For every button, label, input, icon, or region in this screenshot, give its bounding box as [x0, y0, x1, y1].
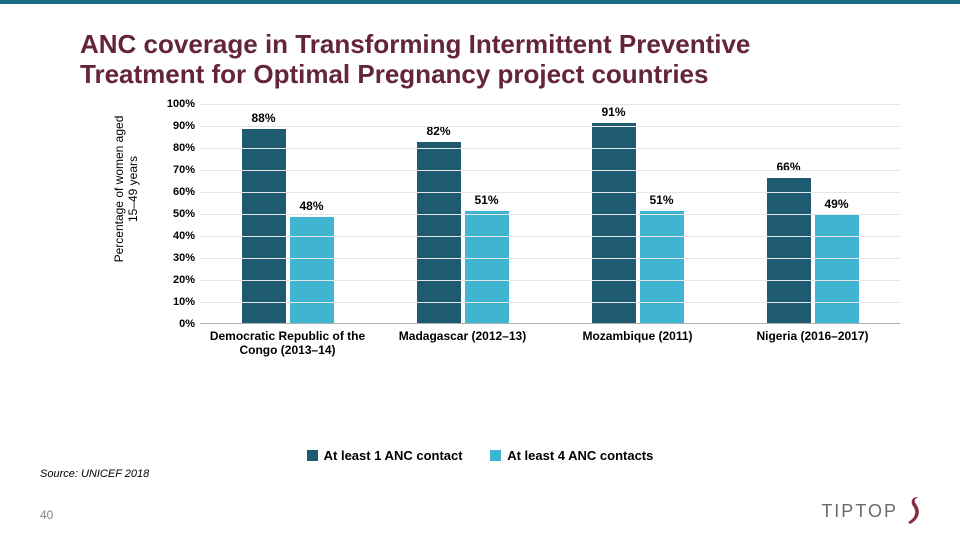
source-text: Source: UNICEF 2018 [40, 468, 149, 480]
bar-value-label: 49% [824, 197, 848, 211]
bar-value-label: 51% [474, 193, 498, 207]
y-tick-label: 30% [150, 252, 195, 264]
x-tick-label: Madagascar (2012–13) [375, 329, 550, 358]
bar-value-label: 91% [601, 105, 625, 119]
slide: ANC coverage in Transforming Intermitten… [0, 0, 960, 540]
accent-bar [0, 0, 960, 4]
bar: 88% [242, 129, 286, 323]
y-tick-label: 80% [150, 142, 195, 154]
bar-value-label: 66% [776, 160, 800, 174]
bar-value-label: 51% [649, 193, 673, 207]
gridline [200, 258, 900, 259]
bar-value-label: 48% [299, 199, 323, 213]
legend-label: At least 1 ANC contact [324, 448, 463, 463]
gridline [200, 236, 900, 237]
gridline [200, 302, 900, 303]
y-tick-label: 50% [150, 208, 195, 220]
plot-area: 88%48%82%51%91%51%66%49% 0%10%20%30%40%5… [200, 104, 900, 324]
bar: 51% [465, 211, 509, 323]
bar: 91% [592, 123, 636, 323]
bar: 49% [815, 215, 859, 323]
logo-text: TIPTOP [821, 501, 898, 522]
y-tick-label: 0% [150, 318, 195, 330]
gridline [200, 192, 900, 193]
gridline [200, 280, 900, 281]
bar-chart: Percentage of women aged 15–49 years 88%… [90, 104, 910, 384]
logo-curl-icon [902, 496, 930, 526]
legend-item: At least 1 ANC contact [307, 448, 463, 463]
y-axis-label: Percentage of women aged 15–49 years [112, 104, 141, 274]
y-tick-label: 10% [150, 296, 195, 308]
legend-item: At least 4 ANC contacts [490, 448, 653, 463]
y-tick-label: 20% [150, 274, 195, 286]
y-tick-label: 70% [150, 164, 195, 176]
y-tick-label: 60% [150, 186, 195, 198]
y-tick-label: 40% [150, 230, 195, 242]
bar-value-label: 88% [251, 111, 275, 125]
legend-swatch [307, 450, 318, 461]
y-tick-label: 100% [150, 98, 195, 110]
x-tick-label: Nigeria (2016–2017) [725, 329, 900, 358]
legend-label: At least 4 ANC contacts [507, 448, 653, 463]
bar: 51% [640, 211, 684, 323]
x-tick-label: Mozambique (2011) [550, 329, 725, 358]
gridline [200, 148, 900, 149]
gridline [200, 126, 900, 127]
y-tick-label: 90% [150, 120, 195, 132]
logo: TIPTOP [821, 496, 930, 526]
x-tick-label: Democratic Republic of the Congo (2013–1… [200, 329, 375, 358]
legend-swatch [490, 450, 501, 461]
page-number: 40 [40, 508, 53, 522]
slide-title: ANC coverage in Transforming Intermitten… [80, 30, 880, 90]
gridline [200, 104, 900, 105]
legend: At least 1 ANC contact At least 4 ANC co… [40, 448, 920, 464]
gridline [200, 170, 900, 171]
gridline [200, 214, 900, 215]
x-axis-labels: Democratic Republic of the Congo (2013–1… [200, 329, 900, 358]
bar: 48% [290, 217, 334, 323]
